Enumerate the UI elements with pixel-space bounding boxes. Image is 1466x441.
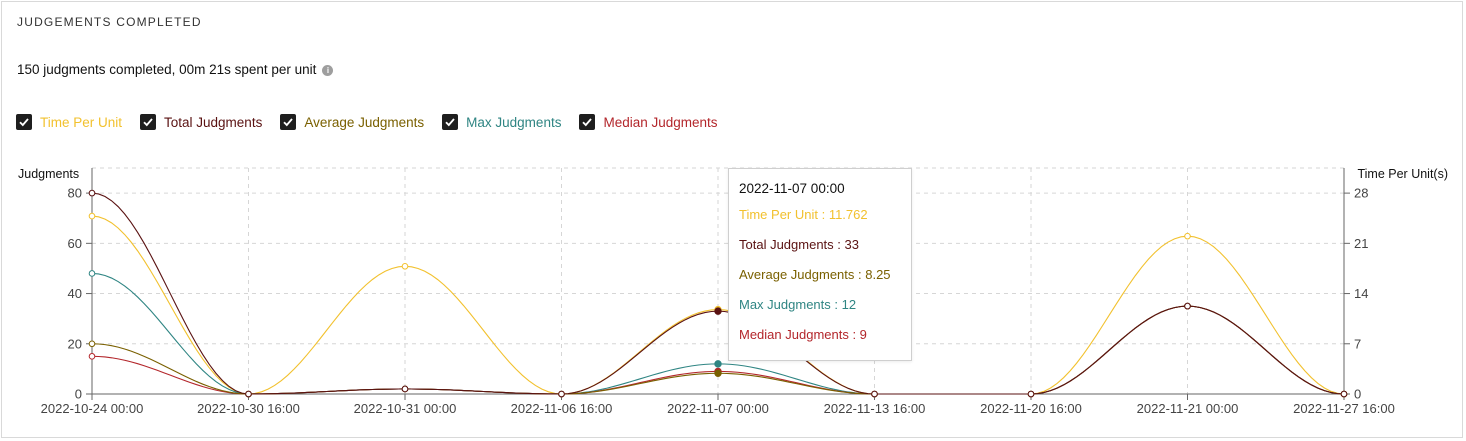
grid <box>92 167 1344 394</box>
data-point <box>88 270 96 277</box>
x-tick-label: 2022-11-13 16:00 <box>824 401 926 416</box>
data-point <box>245 390 252 398</box>
y2-axis-title: Time Per Unit(s) <box>1357 167 1448 181</box>
legend-item-max-judgments[interactable]: Max Judgments <box>442 114 561 130</box>
y-tick-label: 60 <box>68 236 82 251</box>
data-point <box>1184 302 1191 310</box>
tooltip-row-max-judgments: Max Judgments : 12 <box>739 297 857 312</box>
y2-tick-label: 14 <box>1354 286 1368 301</box>
checkbox-checked-icon[interactable] <box>140 114 157 130</box>
data-point <box>1184 232 1191 240</box>
y-tick-label: 20 <box>68 336 82 351</box>
checkbox-checked-icon[interactable] <box>579 114 596 130</box>
data-point <box>88 340 96 348</box>
data-point <box>714 369 722 377</box>
tooltip-title: 2022-11-07 00:00 <box>739 181 845 196</box>
summary-line: 150 judgments completed, 00m 21s spent p… <box>17 62 334 77</box>
data-point <box>88 189 96 197</box>
markers <box>88 189 1348 398</box>
legend-item-time-per-unit[interactable]: Time Per Unit <box>16 114 122 130</box>
y-axis-title: Judgments <box>18 167 79 181</box>
tooltip: 2022-11-07 00:00 Time Per Unit : 11.762 … <box>728 168 912 361</box>
data-point <box>88 212 96 220</box>
y2-tick-label: 21 <box>1354 236 1368 251</box>
x-tick-label: 2022-11-20 16:00 <box>980 401 1082 416</box>
axes: 0 20 40 60 80 0 7 14 21 28 2022-10-24 00:00 2022-10… <box>41 168 1395 416</box>
legend-label: Average Judgments <box>304 114 425 130</box>
legend: Time Per Unit Total Judgments Average Ju… <box>16 114 736 130</box>
x-tick-label: 2022-10-24 00:00 <box>41 401 144 416</box>
data-point <box>1340 390 1348 398</box>
tooltip-row-average-judgments: Average Judgments : 8.25 <box>739 267 891 282</box>
y2-tick-label: 0 <box>1354 387 1361 402</box>
legend-label: Max Judgments <box>466 114 562 130</box>
checkbox-checked-icon[interactable] <box>280 114 297 130</box>
tooltip-row-time-per-unit: Time Per Unit : 11.762 <box>739 207 868 222</box>
x-tick-label: 2022-11-27 16:00 <box>1293 401 1395 416</box>
legend-item-total-judgments[interactable]: Total Judgments <box>140 114 262 130</box>
x-tick-label: 2022-11-06 16:00 <box>511 401 613 416</box>
series-line-median-judgments <box>91 305 1345 395</box>
data-point <box>558 390 565 398</box>
x-tick-label: 2022-10-31 00:00 <box>354 401 457 416</box>
data-point <box>714 307 722 315</box>
checkbox-checked-icon[interactable] <box>16 114 32 130</box>
data-point <box>1027 390 1035 398</box>
x-tick-label: 2022-11-21 00:00 <box>1137 401 1239 416</box>
summary-text: 150 judgments completed, 00m 21s spent p… <box>17 62 317 77</box>
y-tick-label: 80 <box>68 186 82 201</box>
y-tick-label: 40 <box>68 286 82 301</box>
series-line-average-judgments <box>91 305 1345 395</box>
data-point <box>401 385 409 393</box>
data-point <box>871 390 878 398</box>
tooltip-row-total-judgments: Total Judgments : 33 <box>739 237 859 252</box>
data-point <box>401 262 409 270</box>
y-tick-label: 0 <box>75 387 82 402</box>
tooltip-row-median-judgments: Median Judgments : 9 <box>739 327 867 342</box>
y2-tick-label: 7 <box>1354 336 1361 351</box>
legend-item-average-judgments[interactable]: Average Judgments <box>280 114 424 130</box>
x-tick-label: 2022-11-07 00:00 <box>667 401 769 416</box>
panel-title: JUDGEMENTS COMPLETED <box>17 15 202 29</box>
data-point <box>88 353 96 360</box>
legend-item-median-judgments[interactable]: Median Judgments <box>579 114 718 130</box>
y2-tick-label: 28 <box>1354 186 1368 201</box>
legend-label: Total Judgments <box>164 114 263 130</box>
checkbox-checked-icon[interactable] <box>442 114 459 130</box>
info-icon[interactable]: i <box>322 65 334 76</box>
legend-label: Time Per Unit <box>40 114 123 130</box>
x-tick-label: 2022-10-30 16:00 <box>197 401 300 416</box>
legend-label: Median Judgments <box>603 114 718 130</box>
data-point <box>714 360 722 368</box>
